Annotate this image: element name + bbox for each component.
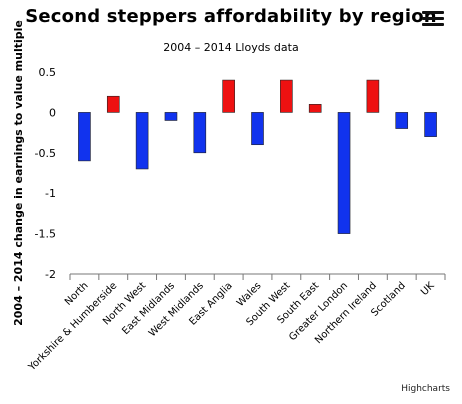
y-tick-label: 0.5: [39, 66, 57, 79]
y-tick-label: -1.5: [35, 228, 56, 241]
x-category-label: North: [63, 280, 91, 308]
chart-title: Second steppers affordability by region: [25, 6, 437, 27]
y-axis-label: 2004 – 2014 change in earnings to value …: [12, 20, 25, 326]
bar: [337, 112, 351, 234]
highcharts-credit[interactable]: Highcharts: [401, 384, 450, 394]
y-tick-label: -0.5: [35, 147, 56, 160]
y-tick-label: 0: [49, 106, 56, 119]
chart-subtitle: 2004 – 2014 Lloyds data: [163, 41, 299, 54]
bar: [251, 112, 264, 146]
y-tick-label: -1: [45, 187, 56, 200]
bar: [395, 112, 409, 129]
y-tick-label: -2: [45, 268, 56, 281]
bar: [78, 112, 91, 162]
bar: [366, 79, 380, 113]
bar: [164, 112, 178, 121]
bar: [308, 104, 322, 113]
bar: [135, 112, 149, 170]
bar: [193, 112, 207, 154]
menu-icon[interactable]: [422, 11, 444, 29]
bar: [280, 79, 293, 113]
bar: [222, 79, 235, 113]
bar: [424, 112, 437, 137]
bar: [106, 95, 120, 113]
x-category-label: UK: [419, 280, 437, 298]
